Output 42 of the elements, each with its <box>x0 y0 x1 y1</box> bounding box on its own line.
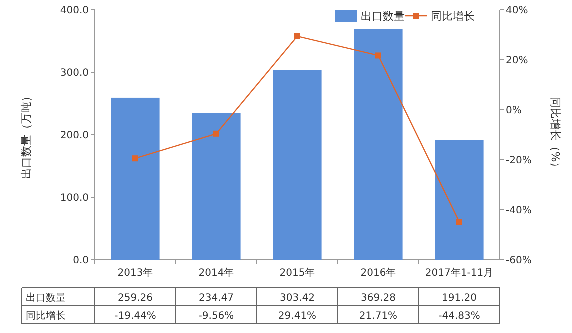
bar <box>273 70 322 260</box>
y2-tick-label: 40% <box>506 6 528 16</box>
data-label: 369.28 <box>361 293 396 304</box>
bar <box>354 29 403 260</box>
point <box>214 130 220 137</box>
data-label: 259.26 <box>118 293 153 304</box>
x-tick-label: 2015年 <box>280 267 316 279</box>
y-axis-title: 出口数量（万吨） <box>20 91 33 179</box>
y-tick-label: 400.0 <box>60 6 89 16</box>
point <box>132 156 138 162</box>
point <box>456 219 462 226</box>
data-label: -44.83% <box>438 311 480 322</box>
y2-tick-label: 20% <box>506 56 528 66</box>
text: 同比增长 <box>26 311 66 322</box>
data-label: -19.44% <box>114 311 156 322</box>
point <box>376 52 382 59</box>
text: 出口数量 <box>26 293 66 304</box>
data-label: 303.42 <box>280 293 315 304</box>
y2-tick-label: -40% <box>506 206 532 216</box>
data-label: -9.56% <box>198 311 234 322</box>
bar <box>111 98 160 260</box>
y2-axis-title: 同比增长（%） <box>549 96 562 174</box>
bar <box>435 140 484 260</box>
data-label: 29.41% <box>278 311 317 322</box>
y-tick-label: 200.0 <box>60 130 89 142</box>
legend-label: 同比增长 <box>431 10 475 23</box>
y-tick-label: 300.0 <box>60 68 89 79</box>
x-tick-label: 2017年1-11月 <box>425 267 494 279</box>
x-tick-label: 2013年 <box>118 267 154 279</box>
x-tick-label: 2014年 <box>198 267 234 279</box>
data-label: 234.47 <box>199 293 234 304</box>
y-tick-label: 0.0 <box>73 256 89 266</box>
y2-tick-label: -20% <box>506 156 532 166</box>
legend-label: 出口数量 <box>361 10 405 23</box>
point <box>294 33 300 40</box>
y2-tick-label: 0% <box>506 106 522 116</box>
data-label: 21.71% <box>359 311 398 322</box>
bar <box>192 113 241 260</box>
data-label: 191.20 <box>442 293 477 304</box>
y-tick-label: 100.0 <box>60 193 89 204</box>
y2-tick-label: -60% <box>506 256 532 266</box>
x-tick-label: 2016年 <box>360 267 396 279</box>
